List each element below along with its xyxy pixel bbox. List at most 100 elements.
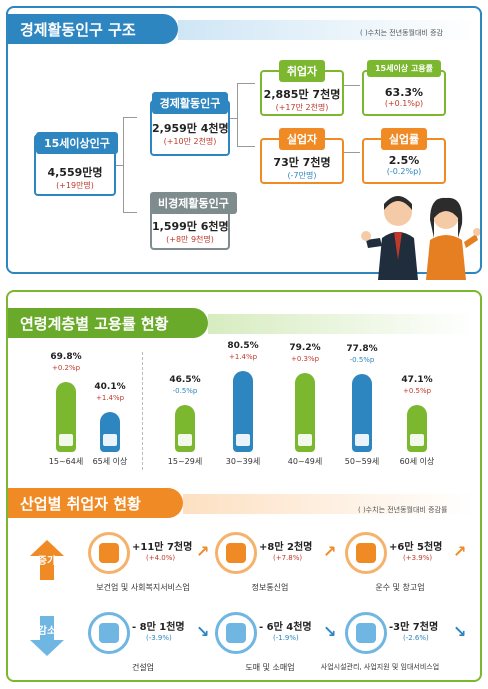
age-pct-5: 77.8% [337, 344, 387, 354]
up-arrow-icon: ↗ [196, 542, 209, 561]
industry-value-2: +6만 5천명 [389, 538, 442, 553]
document-icon [298, 434, 312, 446]
age-label-6: 60세 이상 [392, 456, 442, 467]
age-pct-0: 69.8% [41, 352, 91, 362]
truck-icon [345, 532, 387, 574]
age-change-5: -0.5%p [337, 356, 387, 364]
age-label-3: 30~39세 [218, 456, 268, 467]
age-pct-3: 80.5% [218, 341, 268, 351]
unemployment-rate-value: 2.5% [364, 154, 444, 167]
people-gear-icon [345, 612, 387, 654]
active-pop-value: 2,959만 4천명 [152, 120, 228, 136]
pop15-label: 15세이상인구 [36, 132, 118, 154]
inactive-pop-value: 1,599만 6천명 [152, 218, 228, 234]
industry-change-2: (+3.9%) [403, 554, 432, 562]
active-pop-label: 경제활동인구 [152, 92, 229, 114]
age-bar-3 [233, 371, 253, 452]
first-aid-kit-icon [88, 532, 130, 574]
up-arrow-icon: ↗ [453, 542, 466, 561]
age-pct-2: 46.5% [160, 375, 210, 385]
document-icon [103, 434, 117, 446]
group-divider [142, 352, 143, 470]
shopping-basket-icon [215, 612, 257, 654]
unemployment-rate-change: (-0.2%p) [364, 167, 444, 176]
industry-value-1: +8만 2천명 [259, 538, 312, 553]
unemployed-label: 실업자 [279, 128, 325, 150]
increase-label: 증가 [38, 556, 56, 567]
connector [344, 152, 360, 153]
age-label-0: 15~64세 [41, 456, 91, 467]
pop15-value: 4,559만명 [36, 164, 114, 180]
industry-value-0: - 8만 1천명 [132, 618, 185, 633]
age-bar-5 [352, 374, 372, 452]
down-arrow-icon: ↘ [323, 622, 336, 641]
industry-change-2: (-2.6%) [403, 634, 429, 642]
age-pct-6: 47.1% [392, 375, 442, 385]
pop15-change: (+19만명) [36, 180, 114, 191]
inactive-pop-box: 비경제활동인구 1,599만 6천명 (+8만 9천명) [150, 200, 230, 250]
age-bar-1 [100, 412, 120, 452]
age-pct-4: 79.2% [280, 343, 330, 353]
unemployed-box: 실업자 73만 7천명 (-7만명) [260, 138, 344, 184]
connector [123, 117, 137, 213]
employment-rate-box: 15세이상 고용률 63.3% (+0.1%p) [362, 70, 446, 116]
decrease-label: 감소 [38, 626, 56, 637]
age-change-6: +0.5%p [392, 387, 442, 395]
age-label-2: 15~29세 [160, 456, 210, 467]
increase-arrow: 증가 [30, 540, 64, 580]
age-label-4: 40~49세 [280, 456, 330, 467]
active-pop-box: 경제활동인구 2,959만 4천명 (+10만 2천명) [150, 100, 230, 156]
employment-rate-change: (+0.1%p) [364, 99, 444, 108]
section-title-bar [208, 314, 474, 334]
document-icon [410, 434, 424, 446]
industry-value-2: -3만 7천명 [389, 618, 438, 633]
up-arrow-icon: ↗ [323, 542, 336, 561]
industry-change-1: (-1.9%) [273, 634, 299, 642]
down-arrow-icon: ↘ [453, 622, 466, 641]
unemployed-value: 73만 7천명 [262, 154, 342, 170]
age-change-4: +0.3%p [280, 355, 330, 363]
age-change-0: +0.2%p [41, 364, 91, 372]
inactive-pop-label: 비경제활동인구 [150, 192, 237, 214]
unemployed-change: (-7만명) [262, 170, 342, 181]
section-title-labor-structure: 경제활동인구 구조 [8, 14, 178, 44]
pop15-box: 15세이상인구 4,559만명 (+19만명) [34, 134, 116, 196]
inactive-pop-change: (+8만 9천명) [152, 234, 228, 245]
section-note: ( )수치는 전년동월대비 증감률 [358, 505, 447, 515]
connector [344, 85, 360, 86]
employment-rate-value: 63.3% [364, 86, 444, 99]
section-title-age-employment: 연령계층별 고용률 현황 [8, 308, 208, 338]
active-pop-change: (+10만 2천명) [152, 136, 228, 147]
wrench-icon [88, 612, 130, 654]
age-label-1: 65세 이상 [85, 456, 135, 467]
down-arrow-icon: ↘ [196, 622, 209, 641]
smartphone-icon [215, 532, 257, 574]
unemployment-rate-box: 실업률 2.5% (-0.2%p) [362, 138, 446, 184]
unemployment-rate-label: 실업률 [381, 128, 427, 150]
connector [237, 83, 255, 147]
employed-label: 취업자 [279, 60, 325, 82]
mascot-illustration [360, 190, 480, 280]
document-icon [355, 434, 369, 446]
age-bar-2 [175, 405, 195, 452]
industry-value-0: +11만 7천명 [132, 538, 192, 553]
industry-label-2: 운수 및 창고업 [315, 582, 485, 593]
age-pct-1: 40.1% [85, 382, 135, 392]
employed-box: 취업자 2,885만 7천명 (+17만 2천명) [260, 70, 344, 116]
age-change-3: +1.4%p [218, 353, 268, 361]
document-icon [236, 434, 250, 446]
age-bar-4 [295, 373, 315, 452]
employed-change: (+17만 2천명) [262, 102, 342, 113]
document-icon [59, 434, 73, 446]
age-bar-0 [56, 382, 76, 452]
industry-value-1: - 6만 4천명 [259, 618, 312, 633]
section-note: ( )수치는 전년동월대비 증감 [360, 28, 443, 38]
industry-label-2: 사업시설관리, 사업지원 및 임대서비스업 [305, 662, 455, 672]
age-bar-6 [407, 405, 427, 452]
industry-change-0: (-3.9%) [146, 634, 172, 642]
industry-change-1: (+7.8%) [273, 554, 302, 562]
age-label-5: 50~59세 [337, 456, 387, 467]
employment-rate-label: 15세이상 고용률 [367, 60, 441, 77]
section-title-industry: 산업별 취업자 현황 [8, 488, 183, 518]
age-change-2: -0.5%p [160, 387, 210, 395]
